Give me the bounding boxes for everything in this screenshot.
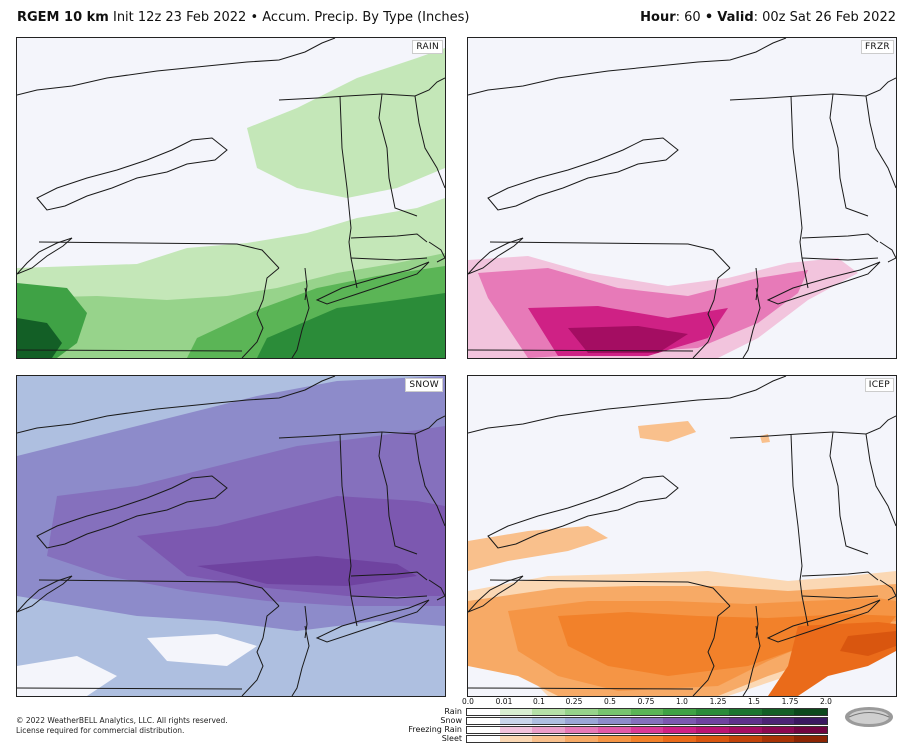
- legend-color-cell: [728, 736, 762, 742]
- legend-color-cell: [630, 727, 664, 733]
- legend-color-cell: [499, 718, 533, 724]
- legend-color-cell: [761, 718, 795, 724]
- legend-color-cell: [532, 718, 566, 724]
- legend-tick: 1.75: [781, 697, 799, 706]
- panel-label-rain: RAIN: [412, 40, 443, 54]
- legend-color-cell: [467, 709, 500, 715]
- rain-map: [17, 38, 445, 358]
- legend-color-cell: [630, 709, 664, 715]
- legend-color-cell: [499, 736, 533, 742]
- legend-bar-freezing-rain: [466, 726, 828, 734]
- freezing-rain-map: [468, 38, 896, 358]
- legend-color-cell: [532, 727, 566, 733]
- legend-color-cell: [794, 727, 828, 733]
- legend-tick: 0.01: [495, 697, 513, 706]
- rain-map-panel: RAIN: [16, 37, 446, 359]
- legend-tick: 0.0: [462, 697, 474, 706]
- legend-bar-snow: [466, 717, 828, 725]
- legend-color-cell: [728, 709, 762, 715]
- init-time: Init 12z 23 Feb 2022: [112, 10, 247, 25]
- legend-color-cell: [696, 709, 729, 715]
- legend-color-cell: [467, 736, 500, 742]
- hour-label: Hour: [640, 10, 676, 25]
- legend-color-cell: [565, 709, 598, 715]
- legend-tick: 0.5: [604, 697, 616, 706]
- legend-color-cell: [696, 727, 729, 733]
- legend-label-freezing-rain: Freezing Rain: [408, 725, 462, 734]
- legend-color-cell: [794, 718, 828, 724]
- legend-tick: 0.25: [565, 697, 583, 706]
- legend-color-cell: [597, 718, 631, 724]
- map-header: RGEM 10 km Init 12z 23 Feb 2022 • Accum.…: [0, 0, 913, 34]
- legend-color-cell: [630, 736, 664, 742]
- legend-label-sleet: Sleet: [441, 734, 462, 743]
- legend-label-snow: Snow: [440, 716, 462, 725]
- valid-value: 00z Sat 26 Feb 2022: [762, 10, 896, 25]
- legend-color-cell: [630, 718, 664, 724]
- weatherbell-logo: [843, 706, 895, 728]
- sleet-map: [468, 376, 896, 696]
- title-separator: •: [250, 10, 259, 25]
- snow-map: [17, 376, 445, 696]
- legend-color-cell: [696, 718, 729, 724]
- legend-bar-rain: [466, 708, 828, 716]
- legend-color-cell: [728, 718, 762, 724]
- legend-color-cell: [565, 718, 598, 724]
- legend-bar-sleet: [466, 735, 828, 743]
- legend-color-cell: [499, 727, 533, 733]
- snow-map-panel: SNOW: [16, 375, 446, 697]
- legend-color-cell: [532, 736, 566, 742]
- copyright-notice: © 2022 WeatherBELL Analytics, LLC. All r…: [16, 716, 228, 736]
- legend-color-cell: [467, 718, 500, 724]
- legend-color-cell: [565, 736, 598, 742]
- legend-color-cell: [663, 709, 697, 715]
- legend-color-cell: [794, 709, 828, 715]
- legend-color-cell: [728, 727, 762, 733]
- legend-color-cell: [761, 727, 795, 733]
- legend-tick: 0.75: [637, 697, 655, 706]
- legend-tick: 0.1: [533, 697, 545, 706]
- legend-color-cell: [696, 736, 729, 742]
- panel-label-icep: ICEP: [864, 378, 894, 392]
- legend-color-cell: [467, 727, 500, 733]
- hour-value: 60: [684, 10, 701, 25]
- legend-color-cell: [761, 736, 795, 742]
- product-name: Accum. Precip. By Type (Inches): [262, 10, 470, 25]
- legend-color-cell: [761, 709, 795, 715]
- sleet-map-panel: ICEP: [467, 375, 897, 697]
- legend-color-cell: [499, 709, 533, 715]
- legend-color-cell: [532, 709, 566, 715]
- legend-ticks: 0.0 0.01 0.1 0.25 0.5 0.75 1.0 1.25 1.5 …: [462, 697, 838, 707]
- precip-legend: 0.0 0.01 0.1 0.25 0.5 0.75 1.0 1.25 1.5 …: [408, 697, 838, 747]
- legend-tick: 1.0: [676, 697, 688, 706]
- valid-label: Valid: [717, 10, 754, 25]
- valid-time: Hour: 60 • Valid: 00z Sat 26 Feb 2022: [640, 10, 896, 25]
- legend-tick: 1.5: [748, 697, 760, 706]
- legend-color-cell: [794, 736, 828, 742]
- freezing-rain-map-panel: FRZR: [467, 37, 897, 359]
- map-title: RGEM 10 km Init 12z 23 Feb 2022 • Accum.…: [17, 10, 469, 25]
- legend-color-cell: [663, 736, 697, 742]
- legend-color-cell: [597, 709, 631, 715]
- legend-tick: 2.0: [820, 697, 832, 706]
- legend-color-cell: [663, 718, 697, 724]
- legend-color-cell: [597, 727, 631, 733]
- panel-label-frzr: FRZR: [860, 40, 894, 54]
- legend-color-cell: [597, 736, 631, 742]
- legend-tick: 1.25: [709, 697, 727, 706]
- panel-label-snow: SNOW: [405, 378, 443, 392]
- valid-separator: •: [704, 10, 714, 25]
- copyright-line: © 2022 WeatherBELL Analytics, LLC. All r…: [16, 716, 228, 725]
- model-name: RGEM 10 km: [17, 10, 109, 25]
- license-line: License required for commercial distribu…: [16, 726, 185, 735]
- legend-color-cell: [565, 727, 598, 733]
- legend-label-rain: Rain: [444, 707, 462, 716]
- legend-color-cell: [663, 727, 697, 733]
